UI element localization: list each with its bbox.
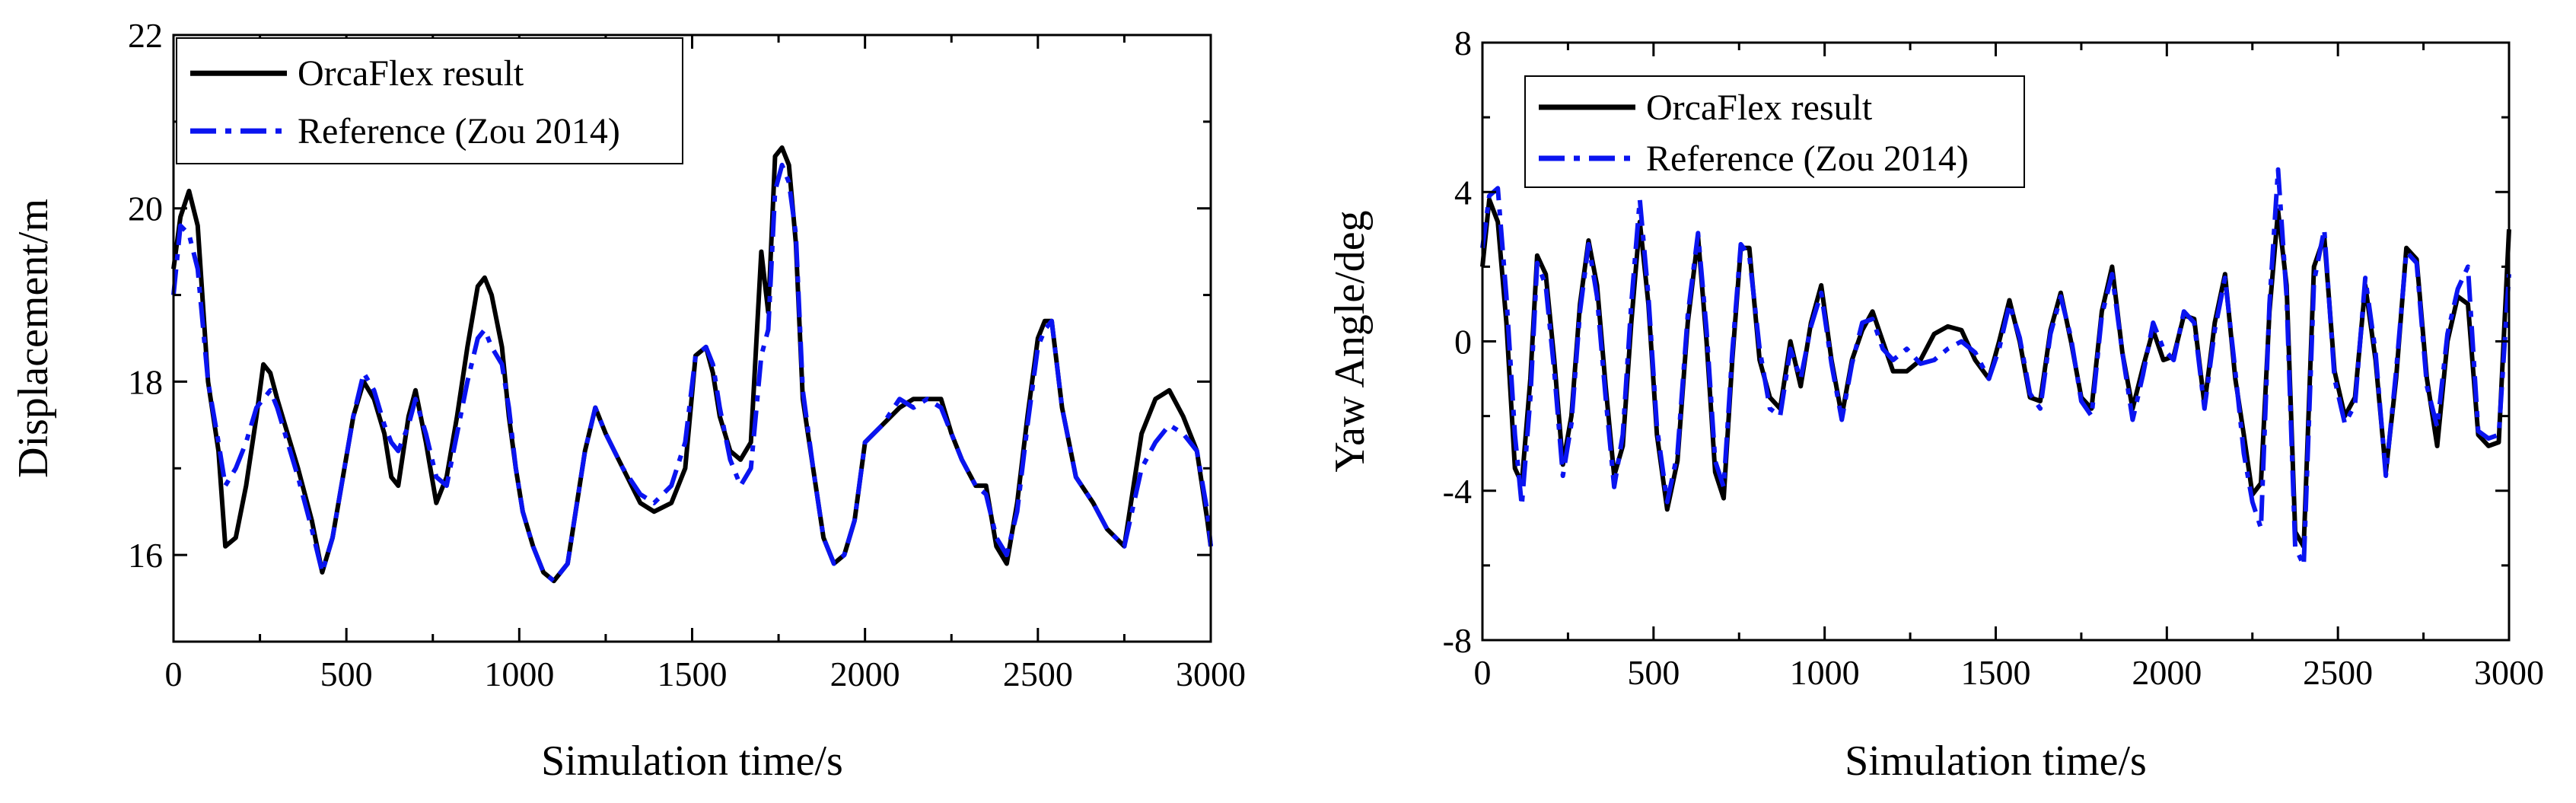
legend-box [1524,75,2025,188]
displacement-chart: 0 500 1000 1500 2000 2500 3000 16 18 20 22 Simulati… [10,16,1246,785]
legend: OrcaFlex result Reference (Zou 2014) [176,37,683,164]
y-tick-label: 18 [128,362,163,401]
x-tick-label: 0 [165,655,183,693]
y-tick-label: 4 [1454,173,1472,212]
y-tick-label: -8 [1443,621,1472,660]
x-tick-label: 500 [1627,653,1680,692]
x-tick-label: 1500 [1961,653,2031,692]
x-tick-label: 3000 [1176,655,1246,693]
legend: OrcaFlex result Reference (Zou 2014) [1524,75,2025,188]
y-tick-label: 16 [128,536,163,575]
y-tick-label: 20 [128,190,163,228]
x-tick-label: 0 [1474,653,1492,692]
y-axis-title: Yaw Angle/deg [1326,210,1374,472]
x-tick-label: 1500 [658,655,728,693]
series-line-reference [171,162,1213,584]
legend-label-reference: Reference (Zou 2014) [1646,139,1969,179]
series-line-reference [1480,167,2511,568]
y-tick-label: 8 [1454,24,1472,62]
x-tick-label: 2500 [1003,655,1073,693]
y-tick-label: -4 [1443,472,1472,511]
x-tick-label: 1000 [484,655,554,693]
x-axis-title: Simulation time/s [541,738,843,785]
x-tick-label: 500 [320,655,373,693]
legend-label-orcaflex: OrcaFlex result [1646,88,1873,128]
y-axis-title: Displacement/m [10,199,57,478]
y-tick-label: 0 [1454,323,1472,362]
legend-label-orcaflex: OrcaFlex result [298,53,524,94]
x-tick-label: 3000 [2474,653,2544,692]
x-tick-label: 1000 [1790,653,1860,692]
legend-box [176,37,683,164]
x-axis-title: Simulation time/s [1845,738,2147,785]
y-tick-label: 22 [128,16,163,55]
series-line-orcaflex [1480,197,2511,550]
x-tick-label: 2000 [830,655,900,693]
legend-label-reference: Reference (Zou 2014) [298,111,620,151]
yaw-angle-chart: 0 500 1000 1500 2000 2500 3000 -8 -4 0 4 8 Simulatio… [1326,24,2544,785]
x-tick-label: 2000 [2132,653,2202,692]
x-tick-label: 2500 [2303,653,2373,692]
